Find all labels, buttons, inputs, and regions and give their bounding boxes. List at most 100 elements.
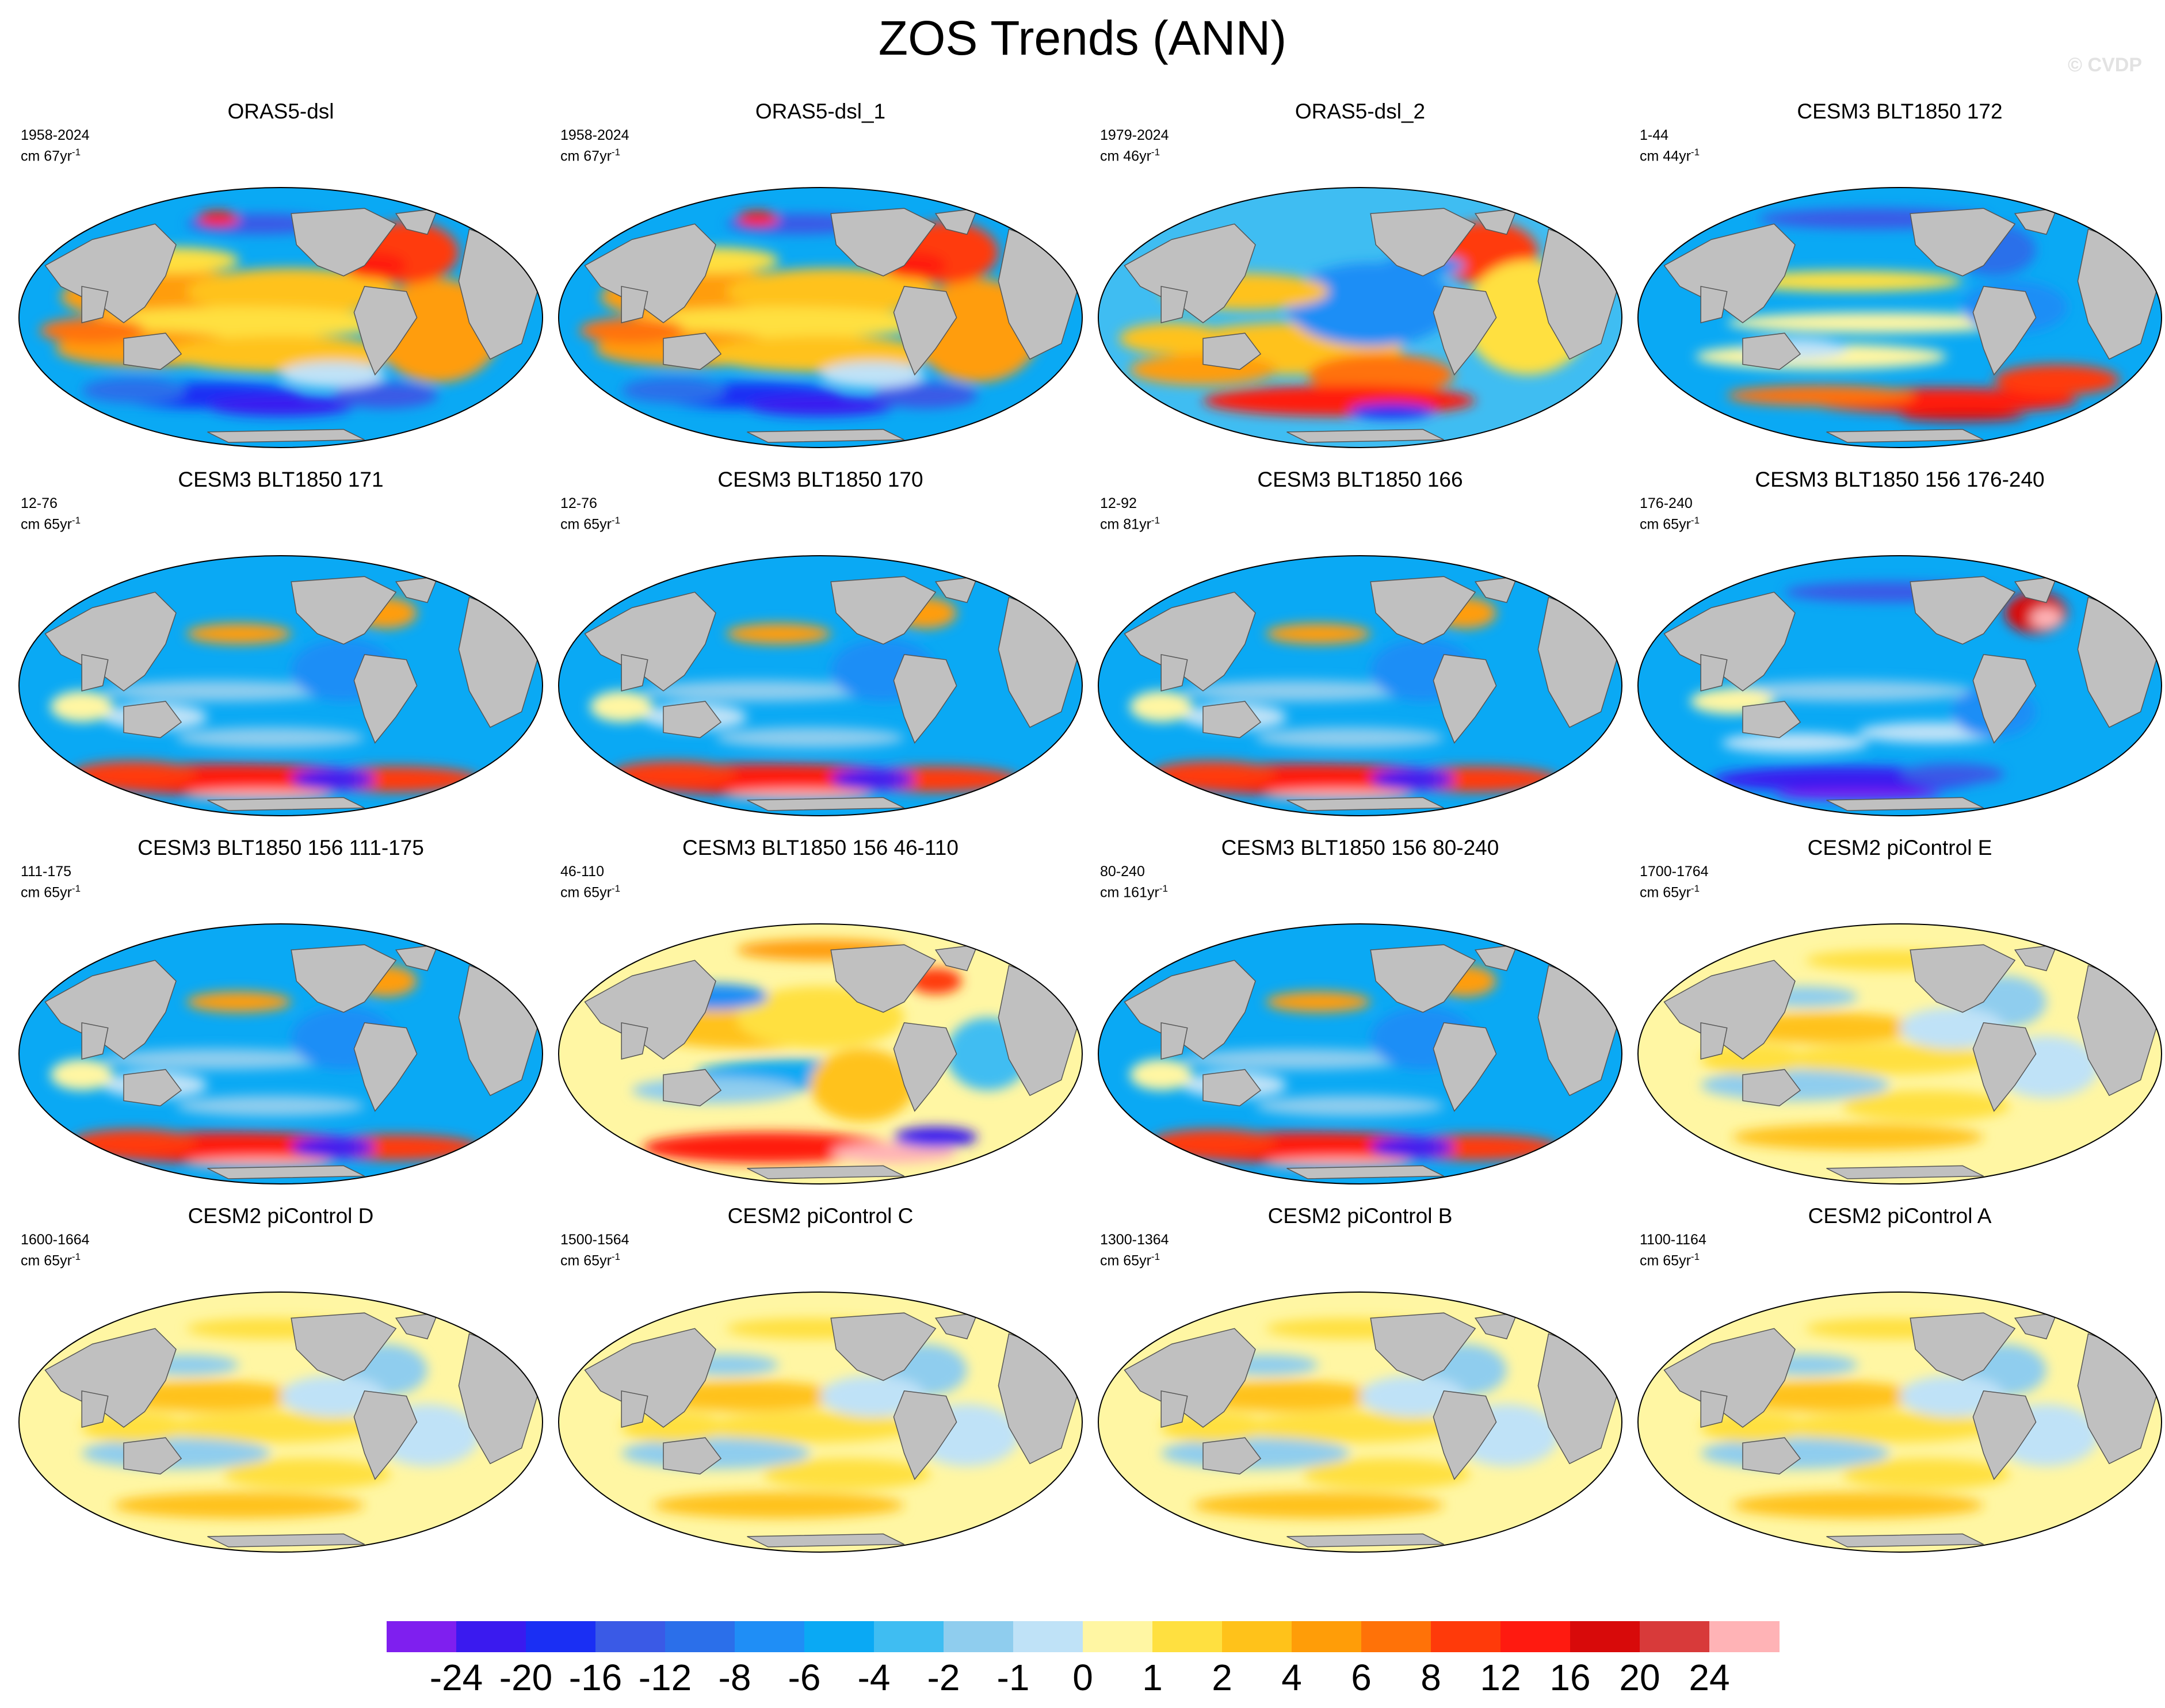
land-mask <box>2014 944 2058 972</box>
colorbar-tick-label: 8 <box>1421 1657 1441 1698</box>
colorbar-swatch <box>1292 1621 1362 1652</box>
map-outline <box>1098 187 1622 448</box>
trend-field-patch <box>207 395 354 417</box>
land-mask <box>44 223 177 323</box>
colorbar-swatch <box>1709 1621 1780 1652</box>
map-outline <box>1098 923 1622 1184</box>
land-mask <box>1202 1437 1262 1475</box>
land-mask <box>1202 701 1262 739</box>
panel-period: 1958-2024 <box>21 127 90 143</box>
panel-units-text: cm 67yr <box>560 148 612 165</box>
trend-field-patch <box>820 361 925 388</box>
land-mask <box>1160 654 1188 691</box>
land-mask <box>1663 960 1796 1060</box>
map-panel: CESM2 piControl D 1600-1664 cm 65yr-1 <box>10 1203 551 1572</box>
map-outline <box>558 187 1083 448</box>
map-outline <box>1637 187 2162 448</box>
trend-field-patch <box>186 268 396 315</box>
land-mask <box>1286 797 1444 811</box>
panel-period: 1500-1564 <box>560 1232 629 1248</box>
map-outline <box>18 1291 543 1553</box>
trend-field-patch <box>186 991 292 1012</box>
panel-units-exponent: -1 <box>1690 147 1700 158</box>
trend-field-patch <box>705 1411 915 1443</box>
robinson-map <box>18 923 543 1184</box>
land-mask <box>1826 1533 1984 1547</box>
colorbar-swatch <box>1083 1621 1153 1652</box>
colorbar-tick-label: -4 <box>857 1657 891 1698</box>
panel-units: cm 65yr-1 <box>21 512 81 533</box>
land-mask <box>395 944 439 972</box>
trend-field-patch <box>1370 769 1454 790</box>
colorbar-swatch <box>804 1621 875 1652</box>
trend-field-patch <box>1721 680 1973 702</box>
map-panel: CESM3 BLT1850 156 80-240 80-240 cm 161yr-1 <box>1090 835 1631 1203</box>
panel-period: 46-110 <box>560 863 604 880</box>
colorbar-swatch <box>1640 1621 1710 1652</box>
trend-field-patch <box>71 761 197 788</box>
colorbar-swatch <box>1222 1621 1292 1652</box>
robinson-map <box>558 923 1083 1184</box>
colorbar-tick-label: 4 <box>1281 1657 1302 1698</box>
robinson-map <box>1098 555 1622 816</box>
robinson-map <box>1098 187 1622 448</box>
colorbar-swatch <box>665 1621 735 1652</box>
land-mask <box>123 701 182 739</box>
trend-field-patch <box>1701 1043 1806 1075</box>
panel-units-exponent: -1 <box>1151 515 1160 526</box>
trend-field-patch <box>1900 763 2004 785</box>
colorbar-tick-label: 6 <box>1351 1657 1372 1698</box>
land-mask <box>1700 654 1728 691</box>
land-mask <box>1742 1069 1801 1107</box>
trend-field-patch <box>1727 385 1916 406</box>
trend-field-patch <box>176 727 365 748</box>
trend-field-patch <box>1302 1458 1471 1490</box>
land-mask <box>1124 960 1256 1060</box>
panel-units: cm 161yr-1 <box>1100 880 1168 901</box>
land-mask <box>44 1328 177 1428</box>
panel-units: cm 67yr-1 <box>21 144 81 165</box>
trend-field-patch <box>1732 1492 1984 1519</box>
map-panel: CESM2 piControl E 1700-1764 cm 65yr-1 <box>1629 835 2165 1203</box>
trend-field-patch <box>176 1095 365 1117</box>
trend-field-patch <box>1349 403 1434 419</box>
land-mask <box>663 333 722 370</box>
trend-field-patch <box>1161 1411 1266 1443</box>
map-panel: CESM3 BLT1850 156 111-175 111-175 cm 65yr-… <box>10 835 551 1203</box>
colorbar-swatch <box>1013 1621 1083 1652</box>
trend-field-patch <box>1203 385 1476 417</box>
land-mask <box>2014 1312 2058 1340</box>
panel-units-text: cm 44yr <box>1640 148 1691 165</box>
figure-title: ZOS Trends (ANN) <box>878 11 1287 65</box>
colorbar-tick-label: 24 <box>1689 1657 1730 1698</box>
land-mask <box>621 1390 648 1428</box>
trend-field-patch <box>621 1411 727 1443</box>
panel-title: CESM2 piControl B <box>1267 1204 1453 1228</box>
land-mask <box>207 429 365 443</box>
panel-title: CESM3 BLT1850 172 <box>1797 100 2003 123</box>
land-mask <box>1286 429 1444 443</box>
land-mask <box>893 1390 957 1480</box>
land-mask <box>1202 333 1262 370</box>
trend-field-patch <box>1182 680 1412 702</box>
trend-field-patch <box>642 1132 894 1163</box>
land-mask <box>621 1022 648 1060</box>
map-outline <box>558 1291 1083 1553</box>
watermark-logo: © CVDP <box>2068 54 2142 76</box>
trend-field-patch <box>82 307 396 339</box>
colorbar-swatch <box>874 1621 944 1652</box>
land-mask <box>291 1312 397 1381</box>
land-mask <box>1663 223 1796 323</box>
panel-period: 12-76 <box>21 495 58 511</box>
map-outline <box>1637 923 2162 1184</box>
land-mask <box>81 654 109 691</box>
colorbar-tick-label: 2 <box>1212 1657 1232 1698</box>
land-mask <box>1370 576 1476 645</box>
land-mask <box>830 1312 937 1381</box>
panel-units-exponent: -1 <box>1690 883 1700 894</box>
robinson-map <box>1637 187 2162 448</box>
colorbar-tick-label: -24 <box>429 1657 483 1698</box>
land-mask <box>2014 208 2058 235</box>
map-outline <box>558 923 1083 1184</box>
land-mask <box>584 591 716 691</box>
